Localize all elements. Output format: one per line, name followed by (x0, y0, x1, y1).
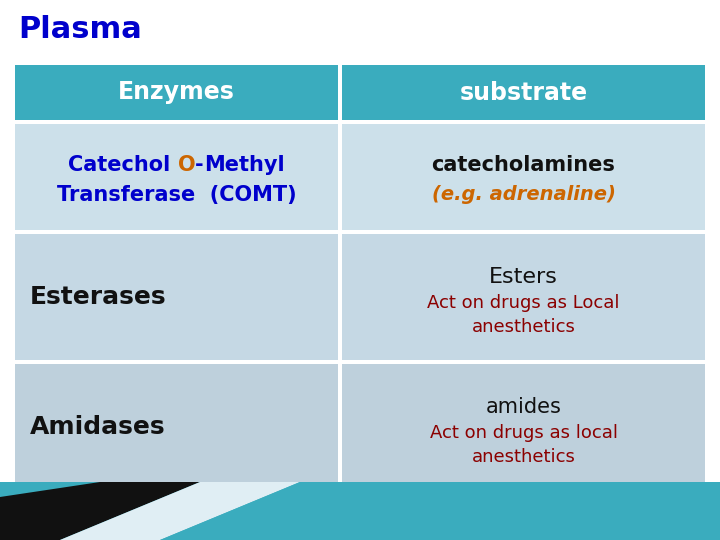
Bar (342, 124, 705, 230)
Text: Amidases: Amidases (30, 415, 166, 439)
Polygon shape (60, 482, 300, 540)
Bar (342, 65, 705, 120)
Text: -: - (195, 155, 204, 175)
Text: amides: amides (485, 397, 562, 417)
Bar (342, 364, 705, 490)
Text: Esters: Esters (489, 267, 558, 287)
Bar (15, 65, 338, 120)
Text: Act on drugs as Local
anesthetics: Act on drugs as Local anesthetics (427, 294, 620, 336)
Polygon shape (0, 482, 200, 540)
Text: Enzymes: Enzymes (118, 80, 235, 105)
Bar (342, 234, 705, 360)
Text: Methyl: Methyl (204, 155, 284, 175)
Text: Esterases: Esterases (30, 285, 166, 309)
Polygon shape (160, 482, 360, 540)
Text: catecholamines: catecholamines (431, 155, 616, 175)
Text: O: O (178, 155, 195, 175)
Text: Act on drugs as local
anesthetics: Act on drugs as local anesthetics (430, 423, 618, 467)
Text: Catechol: Catechol (68, 155, 178, 175)
Bar (15, 124, 338, 230)
Bar (15, 364, 338, 490)
Bar (15, 234, 338, 360)
Text: Plasma: Plasma (18, 15, 142, 44)
Text: Transferase  (COMT): Transferase (COMT) (57, 185, 297, 205)
Text: (e.g. adrenaline): (e.g. adrenaline) (431, 186, 616, 205)
Bar (0, 482, 720, 540)
Text: substrate: substrate (459, 80, 588, 105)
